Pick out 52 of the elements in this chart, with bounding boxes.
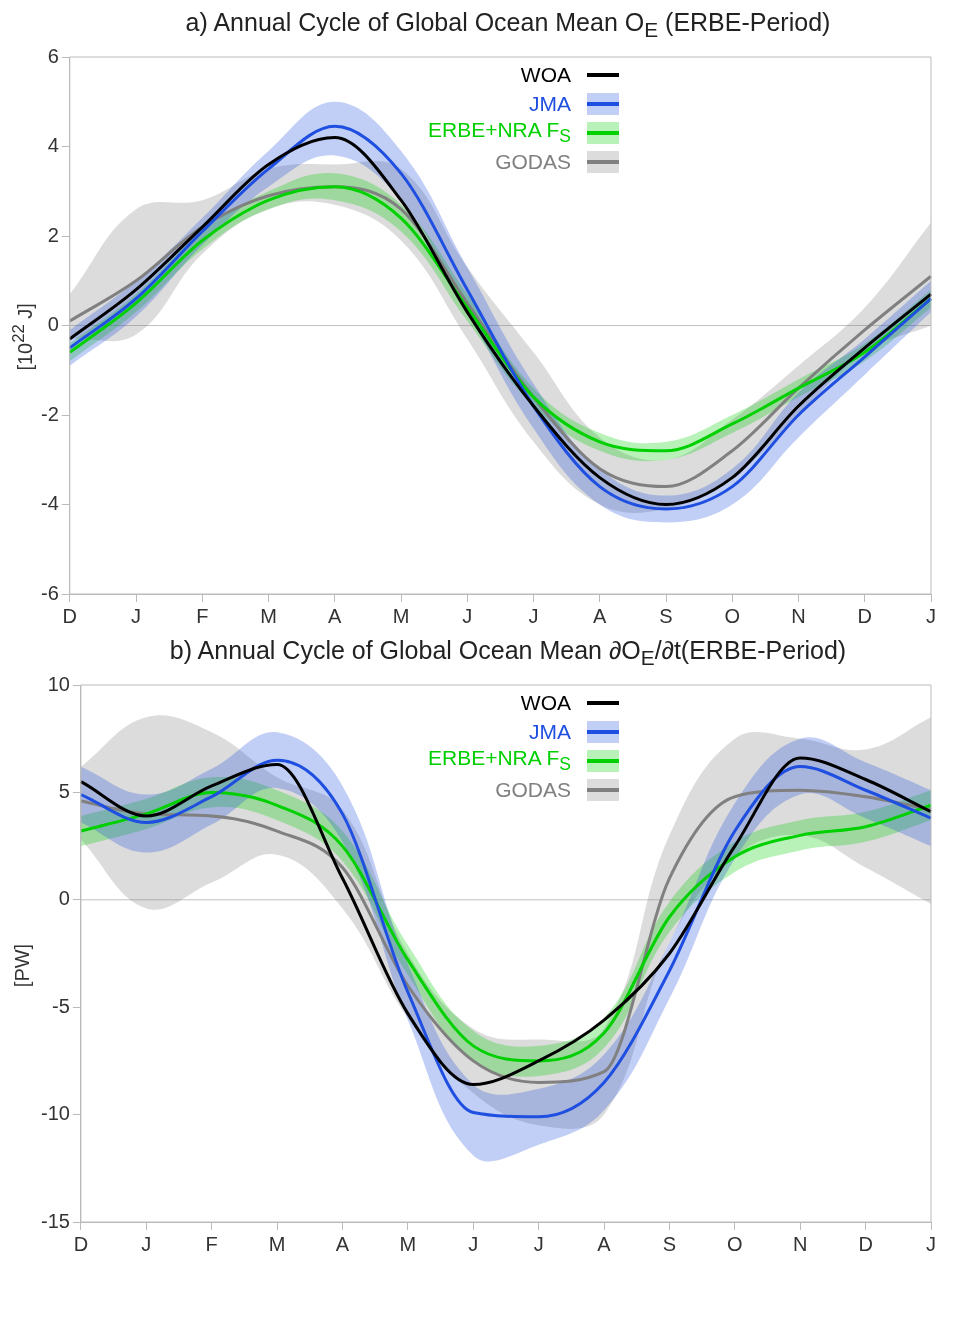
y-tick-label: -2 — [40, 402, 59, 425]
y-axis-title: [PW] — [11, 943, 35, 987]
x-tick-label: M — [268, 1232, 286, 1255]
legend-label: GODAS — [495, 777, 571, 802]
y-tick-label: 6 — [47, 44, 59, 67]
chart-title: a) Annual Cycle of Global Ocean Mean O$_{E}$ (ERBE-Period) — [184, 8, 832, 42]
chart-title: b) Annual Cycle of Global Ocean Mean ∂O$_{E}$/∂t(ERBE-Period) — [168, 636, 848, 670]
x-tick-label: D — [73, 1232, 89, 1255]
legend-label: ERBE+NRA F$_{S}$ — [428, 745, 571, 776]
legend-label: JMA — [528, 91, 571, 116]
x-tick-label: A — [335, 1232, 350, 1255]
y-tick-label: 2 — [47, 223, 59, 246]
y-tick-label: 0 — [58, 887, 70, 910]
x-tick-label: F — [205, 1232, 218, 1255]
y-tick-label: -4 — [40, 492, 59, 515]
x-tick-label: A — [593, 604, 608, 627]
x-tick-label: N — [792, 1232, 808, 1255]
y-tick-label: -5 — [52, 994, 70, 1017]
x-tick-label: O — [724, 604, 741, 627]
x-tick-label: S — [662, 1232, 677, 1255]
x-tick-label: J — [141, 1232, 152, 1255]
x-tick-label: J — [926, 1232, 936, 1255]
x-tick-label: A — [597, 1232, 612, 1255]
x-tick-label: D — [62, 604, 78, 627]
x-tick-label: J — [528, 604, 539, 627]
y-tick-label: 5 — [58, 779, 70, 802]
x-tick-label: J — [533, 1232, 544, 1255]
y-tick-label: 10 — [47, 672, 70, 695]
x-tick-label: M — [260, 604, 277, 627]
legend-label: JMA — [528, 719, 571, 744]
x-tick-label: D — [857, 604, 872, 627]
legend-label: WOA — [520, 62, 571, 87]
x-tick-label: D — [858, 1232, 873, 1255]
legend-label: GODAS — [495, 149, 571, 174]
y-tick-label: 0 — [47, 313, 59, 336]
y-tick-label: 4 — [47, 134, 59, 157]
legend-label: ERBE+NRA F$_{S}$ — [428, 117, 571, 148]
legend-label: WOA — [520, 690, 571, 715]
x-tick-label: J — [468, 1232, 479, 1255]
x-tick-label: J — [926, 604, 936, 627]
y-tick-label: -10 — [41, 1102, 70, 1125]
x-tick-label: A — [328, 604, 343, 627]
x-tick-label: J — [131, 604, 142, 627]
y-tick-label: -15 — [41, 1209, 70, 1232]
x-tick-label: N — [791, 604, 806, 627]
x-tick-label: J — [462, 604, 473, 627]
x-tick-label: M — [392, 604, 410, 627]
x-tick-label: O — [727, 1232, 743, 1255]
x-tick-label: M — [399, 1232, 417, 1255]
x-tick-label: F — [196, 604, 209, 627]
x-tick-label: S — [659, 604, 673, 627]
y-tick-label: -6 — [40, 581, 59, 604]
